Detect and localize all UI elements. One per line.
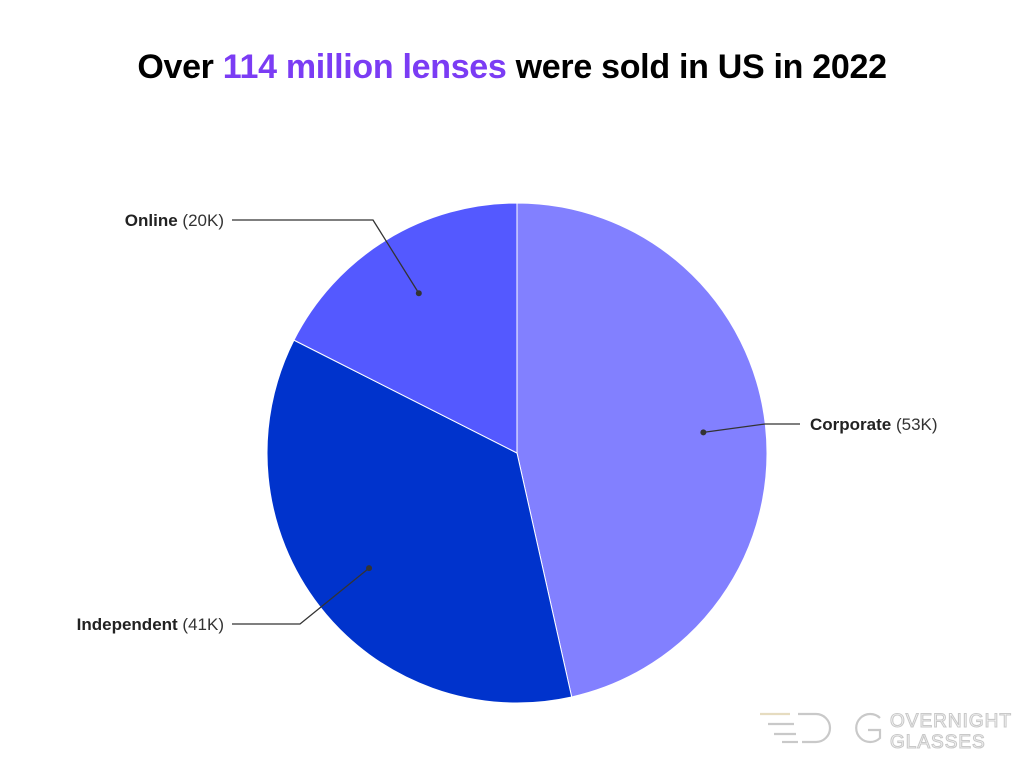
slice-label-name-corporate: Corporate [810,415,891,434]
glasses-logo-icon [760,712,882,744]
slice-label-online: Online (20K) [125,211,224,230]
pie-slice-corporate [516,202,768,698]
slice-label-name-independent: Independent [77,615,178,634]
overnight-glasses-logo: OVERNIGHT GLASSES [760,710,1012,752]
chart-title: Over 114 million lenses were sold in US … [0,48,1024,87]
leader-dot-independent [366,565,373,572]
slice-label-independent: Independent (41K) [77,615,224,634]
logo-line-2: GLASSES [890,732,986,752]
leader-dot-corporate [700,429,707,436]
slice-label-value-corporate: (53K) [891,415,937,434]
logo-line-1: OVERNIGHT [890,711,1012,732]
slice-label-value-independent: (41K) [178,615,224,634]
title-suffix: were sold in US in 2022 [506,48,887,86]
slice-label-name-online: Online [125,211,178,230]
leader-line-corporate [703,423,800,434]
leader-dot-online [415,290,422,297]
leader-line-online [232,219,420,294]
leader-line-independent [232,567,370,625]
pie-slice-independent [266,339,573,704]
title-highlight: 114 million lenses [222,48,507,86]
slice-label-value-online: (20K) [178,211,224,230]
slice-label-corporate: Corporate (53K) [810,415,938,434]
title-prefix: Over [137,48,223,86]
